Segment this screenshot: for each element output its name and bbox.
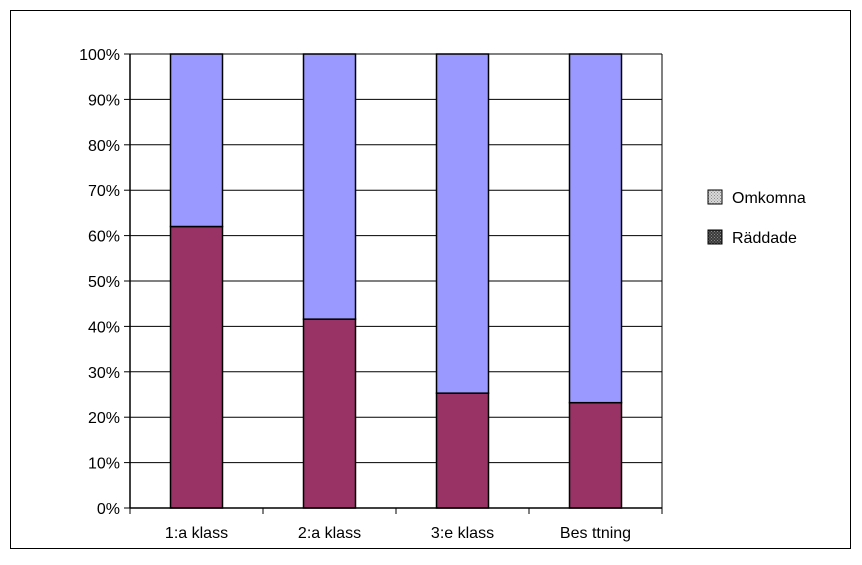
y-tick-label: 40% [88,319,120,336]
x-tick-label: 3:e klass [431,525,494,542]
y-tick-label: 0% [97,501,120,518]
legend-swatch [707,189,723,205]
bar-segment [302,318,357,509]
y-tick-label: 60% [88,229,120,246]
x-tick-label: Bes ttning [560,525,631,542]
bar-segment [435,392,490,509]
y-tick-label: 90% [88,92,120,109]
legend-swatch [707,229,723,245]
bar-segment [169,53,224,228]
y-tick-label: 70% [88,183,120,200]
bar-segment [568,53,623,404]
bar-segment [169,225,224,509]
legend-label: Räddade [732,230,797,247]
y-tick-label: 10% [88,456,120,473]
y-tick-label: 20% [88,410,120,427]
bar-segment [568,401,623,509]
x-tick-label: 2:a klass [298,525,361,542]
x-tick-label: 1:a klass [165,525,228,542]
legend-label: Omkomna [732,190,806,207]
y-tick-label: 80% [88,138,120,155]
y-tick-label: 50% [88,274,120,291]
y-tick-label: 100% [79,47,120,64]
bar-segment [435,53,490,394]
bar-segment [302,53,357,320]
y-tick-label: 30% [88,365,120,382]
